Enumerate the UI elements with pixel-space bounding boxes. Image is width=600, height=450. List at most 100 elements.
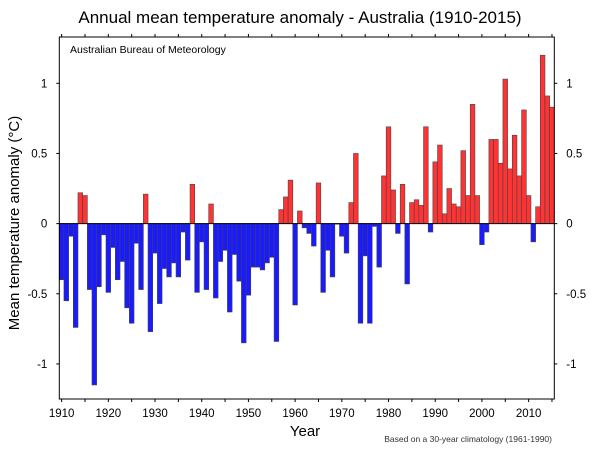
- bar-1914: [77, 192, 83, 224]
- bar-1967: [325, 223, 331, 251]
- bar-2011: [530, 223, 536, 243]
- bar-1944: [217, 223, 224, 262]
- x-tick-label: 1930: [142, 408, 168, 420]
- x-tick-labels: 1910 1920 1930 1940 1950 1960 1970 1980 1990 2000…: [49, 408, 542, 420]
- y-tick-labels-right: 1 0.5 0 -0.5 -1: [566, 78, 586, 371]
- x-tick-label: 2000: [469, 408, 495, 420]
- bar-1981: [390, 189, 396, 224]
- bar-2002: [488, 139, 494, 224]
- bar-1925: [129, 223, 135, 324]
- bar-1983: [399, 184, 406, 224]
- bar-1976: [367, 223, 373, 324]
- bar-1943: [213, 223, 219, 299]
- bar-1971: [343, 223, 350, 254]
- bar-1932: [161, 223, 168, 269]
- x-tick-label: 1950: [236, 408, 262, 420]
- bar-2007: [511, 134, 518, 224]
- bar-2005: [502, 78, 508, 224]
- x-tick-label: 1980: [376, 408, 402, 420]
- bar-1911: [63, 223, 69, 302]
- bar-1996: [460, 150, 466, 224]
- x-tick-label: 1910: [49, 408, 75, 420]
- bar-1945: [222, 223, 228, 251]
- bar-1957: [278, 209, 284, 224]
- y-tick-label-left: 0.5: [31, 148, 47, 160]
- bar-1962: [301, 223, 308, 229]
- bar-1916: [87, 223, 93, 290]
- bar-1995: [455, 206, 462, 224]
- bar-2010: [525, 195, 532, 224]
- y-tick-label-left: -0.5: [27, 289, 47, 301]
- bar-1937: [185, 223, 191, 261]
- bar-1942: [208, 203, 214, 224]
- bar-1910: [58, 223, 65, 281]
- bar-2009: [521, 109, 527, 224]
- bar-1968: [329, 223, 336, 278]
- bar-2008: [516, 175, 522, 224]
- bar-1938: [189, 184, 196, 224]
- bar-1941: [203, 223, 210, 290]
- bar-1926: [133, 223, 139, 244]
- bar-1935: [175, 223, 182, 278]
- bar-1990: [432, 161, 438, 224]
- bar-2013: [539, 54, 546, 224]
- y-tick-label-right: 1: [566, 78, 572, 90]
- climatology-footnote: Based on a 30-year climatology (1961-199…: [384, 434, 552, 444]
- bar-1984: [404, 223, 410, 285]
- bar-1999: [474, 195, 480, 224]
- bar-1987: [418, 205, 424, 224]
- bar-1956: [273, 223, 280, 342]
- bar-1986: [413, 199, 420, 224]
- y-axis-title: Mean temperature anomaly (°C): [6, 116, 23, 330]
- bar-1958: [283, 196, 289, 224]
- bar-2015: [549, 106, 555, 224]
- x-tick-label: 1920: [96, 408, 122, 420]
- bar-1931: [157, 223, 163, 304]
- bar-1924: [124, 223, 130, 309]
- y-tick-label-right: 0: [566, 219, 572, 231]
- bar-1964: [311, 223, 317, 247]
- bar-1974: [357, 223, 364, 324]
- bar-1978: [376, 223, 382, 268]
- bar-1947: [231, 223, 238, 255]
- bar-1927: [138, 223, 144, 290]
- bar-1963: [306, 223, 312, 234]
- bar-1970: [339, 223, 345, 237]
- bar-1951: [250, 223, 256, 268]
- source-label: Australian Bureau of Meteorology: [70, 44, 227, 56]
- bar-1985: [409, 202, 415, 224]
- bar-1952: [255, 223, 261, 268]
- bar-1923: [119, 223, 125, 262]
- bar-1920: [105, 223, 111, 293]
- x-axis-title: Year: [290, 423, 320, 440]
- bar-2000: [479, 223, 485, 245]
- bar-2003: [493, 139, 499, 224]
- bar-1940: [199, 223, 205, 243]
- chart-title: Annual mean temperature anomaly - Austra…: [78, 8, 521, 27]
- bar-1960: [292, 223, 298, 306]
- y-tick-label-right: -1: [566, 359, 576, 371]
- bar-2001: [483, 223, 490, 233]
- x-tick-label: 1970: [329, 408, 355, 420]
- bars-group: [58, 54, 555, 386]
- bar-1954: [264, 223, 270, 264]
- y-tick-label-left: 1: [41, 78, 47, 90]
- bar-2012: [535, 206, 541, 224]
- bar-1917: [91, 223, 97, 386]
- bar-1973: [353, 153, 359, 224]
- bar-1959: [287, 179, 294, 224]
- bar-1922: [115, 223, 121, 281]
- y-tick-label-left: 0: [41, 219, 47, 231]
- bar-1912: [68, 223, 74, 237]
- bar-1980: [385, 126, 392, 224]
- bar-1997: [465, 195, 471, 224]
- x-tick-label: 2010: [516, 408, 542, 420]
- bar-1950: [245, 223, 252, 296]
- axis-ticks: [56, 34, 558, 402]
- bar-1993: [446, 188, 452, 224]
- bar-1930: [152, 223, 158, 254]
- bar-1918: [96, 223, 102, 288]
- bar-1982: [395, 223, 401, 234]
- x-tick-label: 1960: [282, 408, 308, 420]
